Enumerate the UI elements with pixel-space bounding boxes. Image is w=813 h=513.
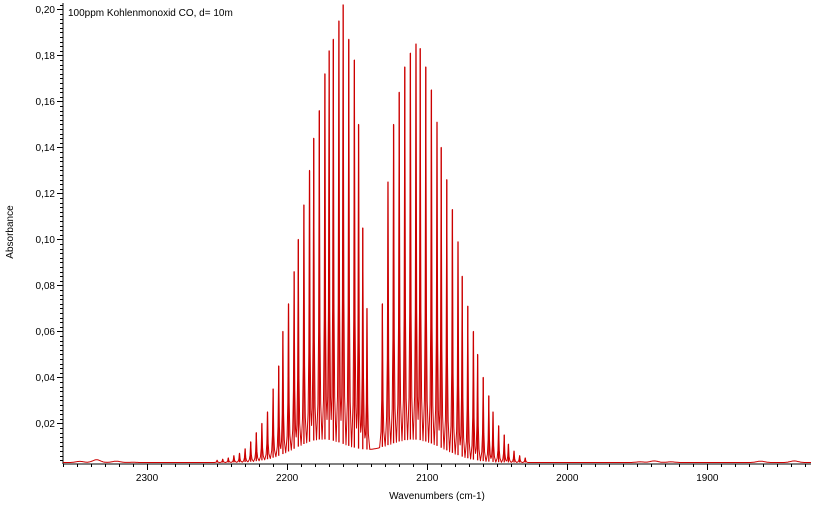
- y-tick-label: 0,06: [36, 327, 56, 338]
- y-tick-label: 0,02: [36, 419, 56, 430]
- y-tick-label: 0,08: [36, 281, 56, 292]
- y-tick-label: 0,12: [36, 189, 56, 200]
- x-tick-label: 2200: [276, 473, 299, 484]
- chart-annotation: 100ppm Kohlenmonoxid CO, d= 10m: [68, 8, 233, 19]
- y-tick-label: 0,16: [36, 97, 56, 108]
- spectrum-line: [63, 4, 811, 463]
- x-tick-label: 2300: [136, 473, 159, 484]
- y-tick-label: 0,18: [36, 51, 56, 62]
- y-axis-title: Absorbance: [5, 205, 16, 259]
- y-ticks: 0,02 0,04 0,06 0,08 0,10 0,12 0,14 0,16 0,18 0,20: [36, 5, 63, 461]
- x-ticks: 2300 2200 2100 2000 1900: [63, 464, 806, 484]
- y-tick-label: 0,20: [36, 5, 56, 16]
- spectrum-line-group: [63, 4, 811, 463]
- x-tick-label: 1900: [696, 473, 719, 484]
- x-tick-label: 2100: [416, 473, 439, 484]
- y-tick-label: 0,04: [36, 373, 56, 384]
- x-tick-label: 2000: [556, 473, 579, 484]
- x-axis-title: Wavenumbers (cm-1): [389, 491, 485, 502]
- y-tick-label: 0,14: [36, 143, 56, 154]
- y-tick-label: 0,10: [36, 235, 56, 246]
